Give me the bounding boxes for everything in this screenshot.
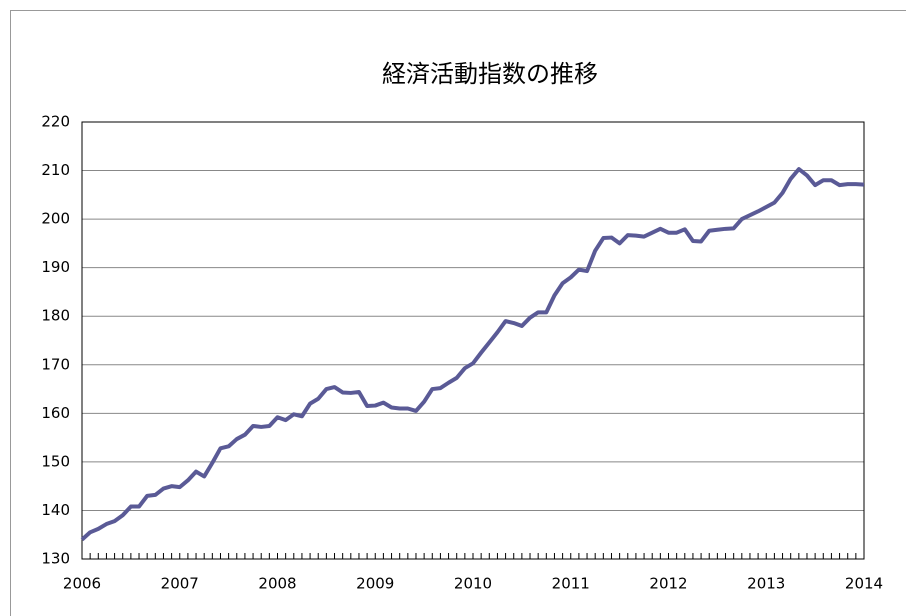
y-tick-label: 200 [41,210,70,228]
y-tick-label: 220 [41,113,70,131]
y-tick-label: 170 [41,355,70,373]
chart-title: 経済活動指数の推移 [382,60,598,88]
y-tick-label: 150 [41,452,70,470]
y-tick-label: 210 [41,161,70,179]
y-tick-label: 160 [41,404,70,422]
x-tick-label: 2013 [747,575,785,593]
x-tick-label: 2012 [649,575,687,593]
x-tick-label: 2010 [454,575,492,593]
x-tick-label: 2006 [63,575,101,593]
x-tick-label: 2014 [845,575,883,593]
data-line [80,167,865,542]
y-tick-label: 180 [41,307,70,325]
y-tick-label: 190 [41,258,70,276]
y-tick-label: 140 [41,501,70,519]
x-tick-label: 2011 [552,575,590,593]
chart-border [10,10,906,616]
y-tick-label: 130 [41,550,70,568]
x-tick-label: 2007 [161,575,199,593]
x-tick-label: 2008 [258,575,296,593]
plot-area [81,121,865,560]
x-tick-label: 2009 [356,575,394,593]
